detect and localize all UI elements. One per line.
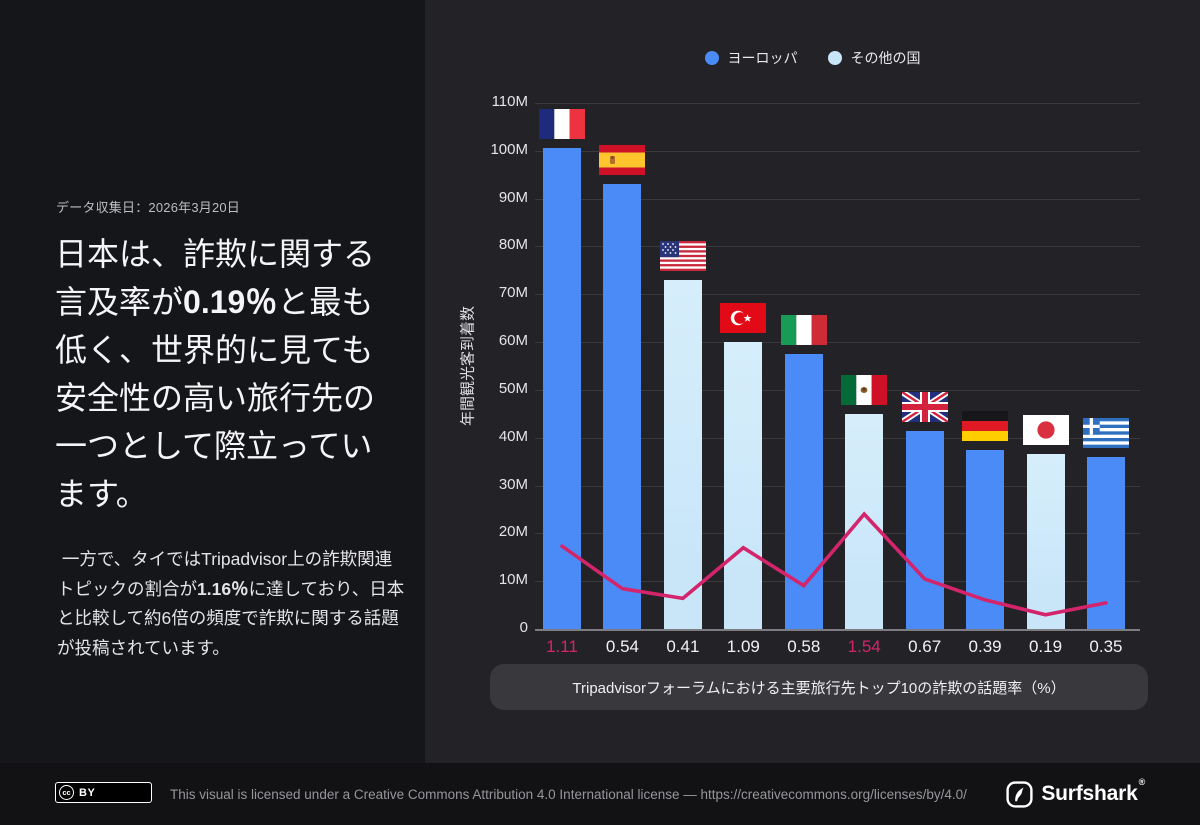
y-tick-label: 70M <box>498 284 528 302</box>
bar-spain <box>603 184 642 629</box>
y-tick-label: 100M <box>490 140 528 158</box>
flag-france-icon <box>539 109 585 140</box>
gridline-0 <box>535 629 1140 631</box>
flag-mexico-icon <box>841 374 888 405</box>
gridline-60M <box>535 342 1140 344</box>
bar-germany <box>966 449 1005 629</box>
flag-germany-icon <box>962 410 1009 441</box>
flag-united-states-icon <box>659 240 706 271</box>
surfshark-fin-icon <box>1006 780 1033 808</box>
x-value-label-spain: 0.54 <box>605 637 639 656</box>
bar-japan <box>1026 453 1065 629</box>
gridline-40M <box>535 437 1140 439</box>
gridline-30M <box>535 485 1140 487</box>
paragraph-post: に達しており、日本と比較して約6倍の頻度で詐欺に関する話題が投稿されています。 <box>57 578 405 658</box>
footer: cc BY This visual is licensed under a Cr… <box>0 763 1200 825</box>
legend-dot-europe-icon <box>704 51 719 65</box>
paragraph-pre: 一方で、タイではTripadvisor上の詐欺関連トピックの割合が <box>57 549 393 599</box>
y-tick-label: 80M <box>498 236 528 254</box>
legend-label-other: その他の国 <box>850 50 921 66</box>
y-tick-label: 0 <box>519 619 528 636</box>
legend-label-europe: ヨーロッパ <box>727 50 798 66</box>
brand-name: Surfshark® <box>1041 777 1145 805</box>
y-tick-label: 10M <box>498 571 528 589</box>
flag-united-kingdom-icon <box>901 391 948 422</box>
gridline-50M <box>535 389 1140 391</box>
y-tick-label: 20M <box>498 523 528 541</box>
x-value-label-united-kingdom: 0.67 <box>908 637 942 656</box>
gridline-100M <box>535 150 1140 152</box>
bar-greece <box>1086 456 1125 629</box>
x-value-label-japan: 0.19 <box>1028 637 1063 656</box>
x-value-label-turkey: 1.09 <box>726 637 760 656</box>
surfshark-logo: Surfshark® <box>1006 763 1145 825</box>
y-axis-title: 年間観光客到着数 <box>459 305 477 427</box>
gridline-80M <box>535 246 1140 248</box>
x-value-label-mexico: 1.54 <box>847 637 881 656</box>
tourist-arrivals-chart: ヨーロッパ その他の国 年間観光客到着数 110M 100M 90M 80M 70M 60… <box>425 0 1200 763</box>
y-tick-label: 40M <box>498 427 528 445</box>
y-tick-label: 50M <box>498 379 528 397</box>
cc-by-label: BY <box>79 786 96 799</box>
heading-pre: 日本は、詐欺に関する言及率が <box>55 236 376 320</box>
cc-icon: cc <box>59 785 74 800</box>
x-value-label-germany: 0.39 <box>968 637 1002 656</box>
bar-turkey <box>724 342 763 629</box>
flag-greece-icon <box>1082 417 1129 448</box>
cc-by-badge: cc BY <box>55 782 152 803</box>
heading-post: と最も低く、世界的に見ても安全性の高い旅行先の一つとして際立っています。 <box>55 284 376 512</box>
registered-mark: ® <box>1138 777 1146 787</box>
insight-heading: 日本は、詐欺に関する言及率が0.19％と最も低く、世界的に見ても安全性の高い旅行… <box>55 230 401 518</box>
gridline-90M <box>535 198 1140 200</box>
legend-item-other: その他の国 <box>827 48 921 68</box>
y-tick-label: 60M <box>498 332 528 350</box>
insight-panel: データ収集日：2026年3月20日 日本は、詐欺に関する言及率が0.19％と最も… <box>0 0 425 763</box>
x-value-label-france: 1.11 <box>546 637 578 656</box>
heading-highlight-value: 0.19％ <box>183 284 278 320</box>
x-value-label-greece: 0.35 <box>1089 637 1123 656</box>
paragraph-highlight-value: 1.16％ <box>197 578 249 599</box>
license-text: This visual is licensed under a Creative… <box>170 786 967 802</box>
chart-panel: ヨーロッパ その他の国 年間観光客到着数 110M 100M 90M 80M 70M 60… <box>425 0 1200 763</box>
bar-italy <box>784 354 823 629</box>
y-tick-label: 30M <box>498 475 528 493</box>
flag-spain-icon <box>599 145 646 176</box>
x-value-label-italy: 0.58 <box>787 637 821 656</box>
gridline-110M <box>535 103 1140 104</box>
insight-paragraph: 一方で、タイではTripadvisor上の詐欺関連トピックの割合が1.16％に達… <box>57 545 409 663</box>
bar-united-states <box>663 279 702 629</box>
legend-dot-other-icon <box>827 51 842 65</box>
legend-item-europe: ヨーロッパ <box>704 48 798 68</box>
y-tick-label: 110M <box>491 93 528 110</box>
bar-france <box>543 148 581 629</box>
y-tick-label: 90M <box>498 188 528 206</box>
data-collection-date: データ収集日：2026年3月20日 <box>56 200 241 215</box>
gridline-70M <box>535 294 1140 296</box>
flag-turkey-icon <box>720 303 767 334</box>
chart-legend: ヨーロッパ その他の国 <box>425 48 1200 68</box>
flag-japan-icon <box>1022 414 1069 445</box>
flag-italy-icon <box>780 315 827 346</box>
bar-mexico <box>845 413 884 629</box>
bar-united-kingdom <box>905 430 944 629</box>
x-value-label-united-states: 0.41 <box>666 637 700 656</box>
chart-caption-pill: Tripadvisorフォーラムにおける主要旅行先トップ10の詐欺の話題率（%） <box>490 664 1148 710</box>
